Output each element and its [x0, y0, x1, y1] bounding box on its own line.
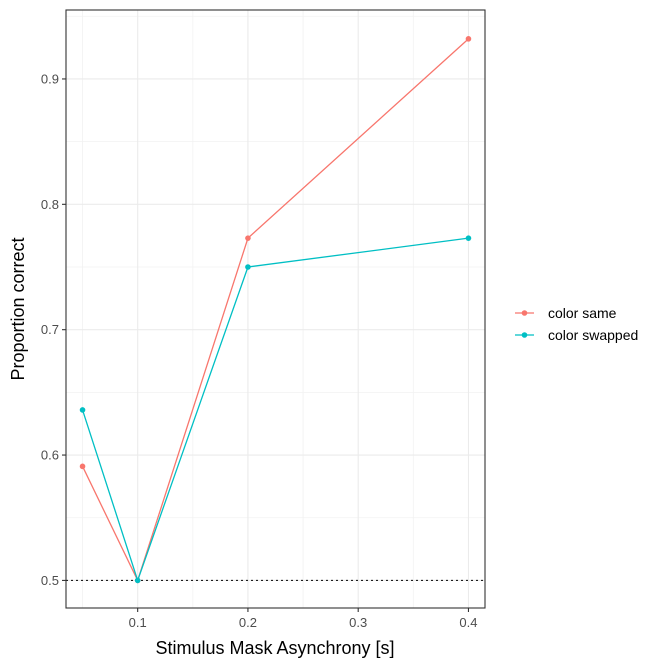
- y-tick-label: 0.7: [41, 322, 59, 337]
- x-tick-label: 0.2: [239, 615, 257, 630]
- legend: color same color swapped: [515, 305, 638, 343]
- legend-label: color swapped: [548, 327, 638, 343]
- plot-panel-border: [65, 9, 486, 609]
- series-color-swapped: [79, 235, 472, 584]
- legend-item: color swapped: [515, 327, 638, 343]
- y-axis-title: Proportion correct: [8, 237, 28, 380]
- series-line: [81, 38, 469, 583]
- series-layer: [79, 36, 472, 584]
- y-tick-label: 0.8: [41, 197, 59, 212]
- y-axis-ticks: 0.5 0.6 0.7 0.8 0.9: [41, 71, 66, 588]
- data-point: [134, 577, 141, 584]
- x-tick-label: 0.1: [129, 615, 147, 630]
- y-tick-label: 0.9: [41, 71, 59, 86]
- data-point: [465, 36, 472, 42]
- y-tick-label: 0.6: [41, 448, 59, 463]
- legend-key-point: [521, 310, 528, 316]
- x-axis-ticks: 0.1 0.2 0.3 0.4: [129, 608, 477, 630]
- data-point: [465, 235, 472, 241]
- plot-panel: [66, 10, 485, 608]
- y-tick-label: 0.5: [41, 573, 59, 588]
- data-point: [245, 264, 251, 270]
- x-tick-label: 0.3: [349, 615, 367, 630]
- data-point: [245, 235, 251, 241]
- minor-gridlines: [66, 10, 485, 608]
- x-axis-title: Stimulus Mask Asynchrony [s]: [155, 638, 394, 658]
- series-line: [81, 237, 469, 583]
- legend-item: color same: [515, 305, 617, 321]
- x-tick-label: 0.4: [459, 615, 477, 630]
- major-gridlines: [66, 10, 485, 608]
- data-point: [79, 407, 86, 413]
- data-point: [79, 463, 86, 470]
- legend-label: color same: [548, 305, 617, 321]
- legend-key-point: [521, 332, 528, 338]
